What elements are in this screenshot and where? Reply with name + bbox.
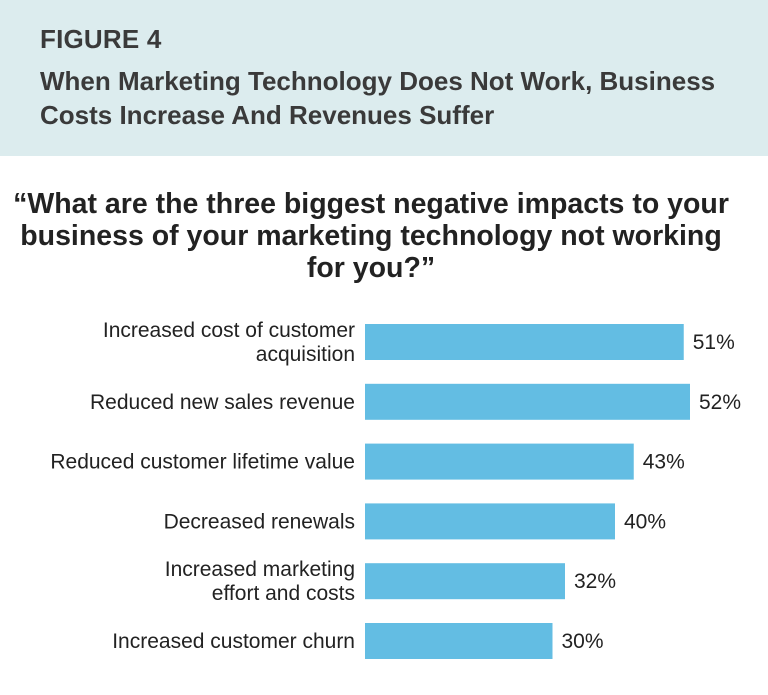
value-label-6: 30% — [562, 630, 604, 653]
figure-header: FIGURE 4 When Marketing Technology Does … — [0, 0, 768, 156]
bar-6 — [365, 623, 553, 659]
chart-title: “What are the three biggest negative imp… — [13, 188, 729, 284]
bar-5 — [365, 563, 565, 600]
category-label-2: Reduced new sales revenue — [90, 391, 355, 414]
category-label-3: Reduced customer lifetime value — [50, 451, 355, 474]
value-label-1: 51% — [693, 331, 735, 354]
category-label-6: Increased customer churn — [112, 630, 355, 653]
figure-title: When Marketing Technology Does Not Work,… — [40, 66, 716, 130]
value-label-2: 52% — [699, 391, 741, 414]
category-label-4: Decreased renewals — [164, 510, 355, 533]
category-label-1: Increased cost of customer acquisition — [103, 319, 355, 366]
category-label-5: Increased marketing effort and costs — [165, 558, 355, 605]
value-label-4: 40% — [624, 510, 666, 533]
bar-1 — [365, 324, 684, 360]
bar-chart: 51% Increased cost of customer acquisition… — [50, 319, 741, 659]
bar-3 — [365, 443, 634, 480]
value-label-3: 43% — [643, 451, 685, 474]
bar-4 — [365, 503, 615, 540]
value-label-5: 32% — [574, 570, 616, 593]
bar-2 — [365, 383, 690, 420]
figure-label: FIGURE 4 — [40, 24, 162, 54]
